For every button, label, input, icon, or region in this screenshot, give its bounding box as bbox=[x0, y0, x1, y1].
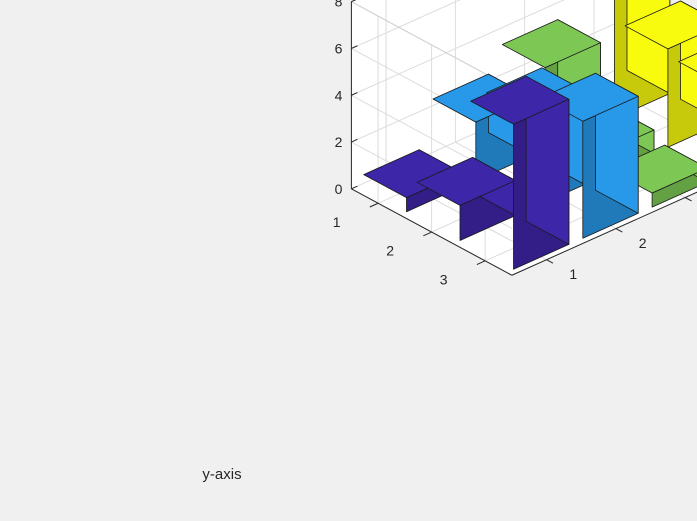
y-tick bbox=[476, 260, 486, 266]
z-tick-label: 6 bbox=[335, 41, 343, 57]
y-tick-label: 2 bbox=[386, 243, 394, 259]
x-tick bbox=[684, 197, 692, 202]
z-tick-label: 4 bbox=[335, 87, 343, 103]
bar-x4-y3 bbox=[678, 52, 697, 73]
z-tick-label: 0 bbox=[335, 181, 343, 197]
x-tick-label: 2 bbox=[639, 235, 647, 251]
x-tick-label: 1 bbox=[569, 266, 577, 282]
z-tick bbox=[351, 0, 357, 3]
z-tick bbox=[351, 92, 358, 96]
y-tick bbox=[423, 231, 432, 237]
x-tick bbox=[546, 259, 554, 264]
y-tick-label: 3 bbox=[440, 272, 448, 288]
x-tick bbox=[615, 228, 623, 233]
z-tick bbox=[351, 45, 358, 49]
y-tick bbox=[369, 202, 379, 208]
z-tick bbox=[351, 185, 358, 190]
y-tick-label: 1 bbox=[333, 214, 341, 230]
bars-group bbox=[363, 0, 697, 270]
z-tick-label: 2 bbox=[335, 134, 343, 150]
x-axis-line bbox=[511, 191, 697, 276]
axes-front: 123412302468 bbox=[333, 0, 697, 288]
z-tick-label: 8 bbox=[335, 0, 343, 10]
z-tick bbox=[351, 138, 358, 143]
y-axis-label: y-axis bbox=[202, 466, 241, 483]
bar-x1-y3 bbox=[470, 75, 570, 270]
bar-x1-y2 bbox=[416, 156, 516, 241]
